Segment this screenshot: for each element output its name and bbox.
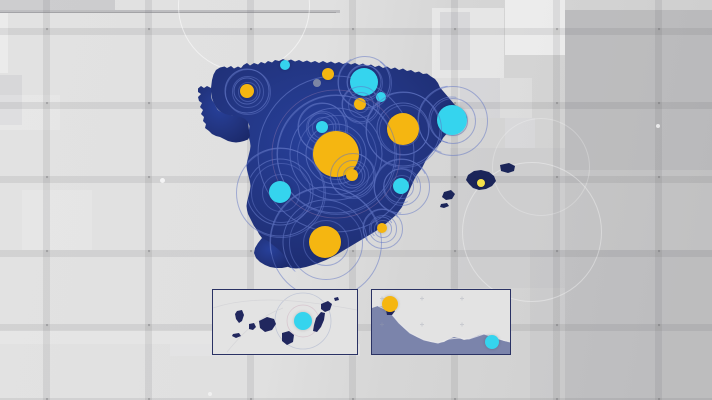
map-marker-galicia[interactable] [240,84,254,98]
map-marker-navarra[interactable] [376,92,386,102]
galicia-coast [198,86,250,143]
background-block [565,10,712,170]
map-marker-cantabria[interactable] [322,68,334,80]
background-highlight-dot [208,392,212,396]
ibiza [442,190,455,200]
coast-highlight [377,305,510,344]
background-block [440,12,470,70]
map-marker-aragon[interactable] [387,113,419,145]
alegranza [334,297,339,301]
map-marker-extremadura[interactable] [269,181,291,203]
fuerteventura [313,312,325,332]
background-block [505,0,565,55]
background-block [0,95,60,130]
north-africa-coast [372,306,510,354]
background-block [0,10,340,13]
background-block [0,75,22,125]
inset-ceuta-melilla[interactable] [371,289,511,355]
menorca [500,163,515,173]
tenerife [259,317,276,332]
inactive-marker [313,79,321,87]
gran-canaria [282,331,294,345]
ceuta-melilla-markers [372,290,510,354]
map-marker-castilla-leon[interactable] [316,121,328,133]
canarias-markers [213,290,357,354]
background-divider-line [0,12,336,13]
background-ring [492,118,590,216]
map-marker-ceuta[interactable] [382,296,398,312]
map-marker-melilla[interactable] [485,335,499,349]
inset-canarias[interactable] [212,289,358,355]
background-block [22,190,92,250]
formentera [440,203,449,208]
map-marker-cataluna[interactable] [437,105,467,135]
lanzarote [321,301,332,312]
la-palma [235,310,244,323]
background-block [0,330,230,344]
map-marker-andalucia[interactable] [309,226,341,258]
background-highlight-dot [160,178,165,183]
map-marker-castilla-mancha[interactable] [346,169,358,181]
la-gomera [249,323,256,330]
el-hierro [232,333,241,338]
canary-islands-land [232,297,339,345]
map-marker-pais-vasco[interactable] [350,68,378,96]
map-marker-canarias-marker[interactable] [294,312,312,330]
map-marker-valencia[interactable] [393,178,409,194]
map-marker-asturias[interactable] [280,60,290,70]
inset-grid [380,296,464,327]
background-highlight-dot [656,124,660,128]
background-block [0,13,8,73]
map-marker-murcia[interactable] [377,223,387,233]
background-block [432,8,504,78]
background-block [0,0,115,10]
south-coast-detail [254,238,291,268]
map-marker-la-rioja[interactable] [354,98,366,110]
map-marker-baleares[interactable] [477,179,485,187]
